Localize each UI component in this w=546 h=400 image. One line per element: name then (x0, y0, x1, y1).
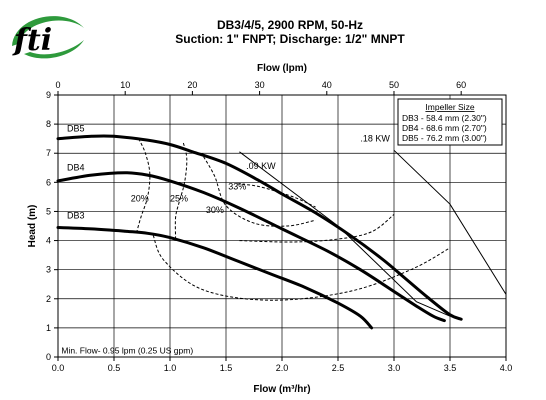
x2-tick-label: 40 (322, 80, 332, 90)
legend-entry: DB4 - 68.6 mm (2.70") (402, 123, 487, 133)
x-tick-label: 0.0 (52, 363, 65, 373)
efficiency-label: 33% (228, 182, 246, 192)
x2-tick-label: 0 (55, 80, 60, 90)
y-tick-label: 8 (46, 119, 51, 129)
x2-tick-label: 30 (255, 80, 265, 90)
legend-box (397, 98, 503, 146)
head-curves (56, 134, 463, 330)
x-tick-label: 4.0 (500, 363, 513, 373)
head-curve-db3 (56, 226, 374, 330)
axes: 0.0 0.5 1.0 1.5 2.0 2.5 3.0 3.5 4.00 10 20 30 40 50 60… (27, 63, 512, 395)
x-tick-label: 0.5 (108, 363, 121, 373)
y-tick-label: 0 (46, 352, 51, 362)
series-label: DB4 (67, 163, 85, 173)
y-tick-label: 1 (46, 323, 51, 333)
series-label: DB3 (67, 211, 85, 221)
x2-tick-label: 10 (120, 80, 130, 90)
y-tick-label: 5 (46, 206, 51, 216)
globe-swoosh-lower (24, 40, 84, 59)
y-tick-label: 2 (46, 294, 51, 304)
series-label: DB5 (67, 123, 85, 133)
y-tick-label: 7 (46, 148, 51, 158)
x2-tick-label: 50 (389, 80, 399, 90)
power-line (393, 149, 507, 295)
efficiency-label: 20% (131, 193, 149, 203)
x-tick-label: 1.0 (164, 363, 177, 373)
x-tick-label: 3.5 (444, 363, 457, 373)
x2-tick-label: 60 (456, 80, 466, 90)
x-tick-label: 2.5 (332, 363, 345, 373)
head-curve-db5 (56, 134, 463, 321)
legend-entry: DB5 - 76.2 mm (3.00") (402, 133, 487, 143)
y-tick-label: 4 (46, 236, 51, 246)
globe-swoosh (12, 16, 84, 46)
efficiency-label: 30% (206, 205, 224, 215)
efficiency-curve (174, 142, 188, 240)
min-flow-note: Min. Flow- 0.95 lpm (0.25 US gpm) (61, 346, 193, 356)
chart-title-block: DB3/4/5, 2900 RPM, 50-Hz Suction: 1" FNP… (150, 18, 430, 46)
chart-subtitle: Suction: 1" FNPT; Discharge: 1/2" MNPT (175, 32, 405, 46)
efficiency-curve (237, 183, 316, 208)
y-axis-label: Head (m) (27, 205, 38, 248)
y-tick-label: 6 (46, 177, 51, 187)
power-line-label: .09 KW (246, 161, 276, 171)
fti-logo: fti (12, 16, 84, 59)
x2-tick-label: 20 (187, 80, 197, 90)
legend-entry: DB3 - 58.4 mm (2.30") (402, 113, 487, 123)
x-axis-label: Flow (m³/hr) (253, 384, 310, 395)
efficiency-curve (152, 235, 451, 301)
y-tick-label: 3 (46, 265, 51, 275)
y-tick-label: 9 (46, 90, 51, 100)
power-line-label: .18 KW (360, 134, 390, 144)
x-tick-label: 3.0 (388, 363, 401, 373)
efficiency-curve (203, 156, 316, 227)
head-curve-db4 (56, 171, 446, 323)
efficiency-label: 25% (170, 193, 188, 203)
logo-text: fti (12, 23, 52, 58)
x-tick-label: 2.0 (276, 363, 289, 373)
efficiency-curve (239, 214, 395, 243)
legend-title: Impeller Size (425, 102, 474, 112)
power-line (239, 151, 451, 317)
chart-labels: 20% 25% 30% 33% .09 KW .18 KW DB5 DB4 DB3 Min. Fl… (61, 123, 390, 355)
x-tick-label: 1.5 (220, 363, 233, 373)
x2-axis-label: Flow (lpm) (257, 63, 307, 74)
power-lines (239, 149, 507, 317)
chart-title: DB3/4/5, 2900 RPM, 50-Hz (216, 18, 364, 32)
